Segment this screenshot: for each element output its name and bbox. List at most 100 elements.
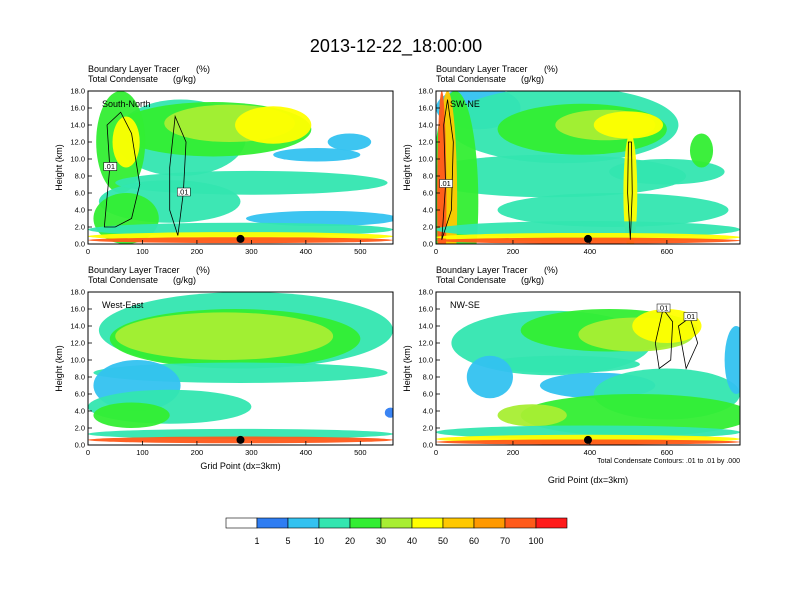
location-marker <box>236 234 245 243</box>
colorbar-swatch <box>256 517 289 529</box>
panel-4-plot: .01 .01 NW-SE 0 200 400 600 0.0 2.0 4.0 6.0 8.0 10.0… <box>402 288 741 485</box>
panel-2-plot: .01 SW-NE 0 200 400 600 0.0 2.0 4.0 6.0 8.0 10.0 12.… <box>402 87 741 256</box>
contour-label-box <box>439 179 453 188</box>
x-tick-label: 500 <box>354 448 367 457</box>
x-tick-label: 200 <box>507 448 520 457</box>
x-axis-label: Grid Point (dx=3km) <box>548 475 628 485</box>
y-tick-label: 18.0 <box>418 87 433 96</box>
colorbar-swatch <box>225 517 258 529</box>
y-tick-label: 18.0 <box>70 87 85 96</box>
tracer-region <box>724 326 740 394</box>
panel-south-north: Boundary Layer Tracer (%) Total Condensa… <box>54 64 394 256</box>
panel-4-subtitle-1: Boundary Layer Tracer <box>436 265 528 275</box>
tracer-region <box>115 312 334 361</box>
contour-label: .01 <box>685 312 695 321</box>
panel-3-plot: West-East 0 100 200 300 400 500 0.0 2.0 4.0 6.0 8.0… <box>54 288 394 471</box>
x-axis-label: Grid Point (dx=3km) <box>200 461 280 471</box>
panel-label: SW-NE <box>450 99 480 109</box>
x-tick-label: 0 <box>86 448 90 457</box>
y-tick-label: 10.0 <box>70 356 85 365</box>
panel-label: West-East <box>102 300 144 310</box>
colorbar-label: 100 <box>528 536 543 546</box>
x-tick-label: 600 <box>661 448 674 457</box>
x-tick-label: 0 <box>434 247 438 256</box>
colorbar-label: 20 <box>345 536 355 546</box>
colorbar-label: 40 <box>407 536 417 546</box>
colorbar-swatch <box>287 517 320 529</box>
tracer-field: .01.01.01 <box>88 91 393 244</box>
y-tick-label: 8.0 <box>423 373 433 382</box>
panel-3-subtitle-unit-1: (%) <box>196 265 210 275</box>
y-tick-label: 6.0 <box>423 390 433 399</box>
panel-1-subtitle-1: Boundary Layer Tracer <box>88 64 180 74</box>
panel-4-subtitle-2: Total Condensate <box>436 275 506 285</box>
y-tick-label: 0.0 <box>75 240 85 249</box>
panel-2-subtitle-1: Boundary Layer Tracer <box>436 64 528 74</box>
contour-label: .01 <box>658 304 668 313</box>
y-tick-label: 14.0 <box>418 322 433 331</box>
y-tick-label: 12.0 <box>70 339 85 348</box>
y-tick-label: 12.0 <box>418 138 433 147</box>
condensate-contour <box>627 141 633 240</box>
y-tick-label: 14.0 <box>418 121 433 130</box>
y-tick-label: 10.0 <box>70 155 85 164</box>
tracer-region <box>235 106 312 144</box>
y-tick-label: 14.0 <box>70 322 85 331</box>
location-marker <box>236 435 245 444</box>
figure-title: 2013-12-22_18:00:00 <box>310 36 482 57</box>
plot-frame <box>87 90 394 245</box>
contour-note: Total Condensate Contours: .01 to .01 by… <box>597 458 740 465</box>
colorbar-swatch <box>473 517 506 529</box>
colorbar-swatch <box>411 517 444 529</box>
colorbar-label: 5 <box>285 536 290 546</box>
y-tick-label: 10.0 <box>418 155 433 164</box>
contour-label: .01 <box>178 188 188 197</box>
contour-label-box <box>683 312 698 321</box>
panel-nw-se: Boundary Layer Tracer (%) Total Condensa… <box>402 265 741 485</box>
tracer-region <box>273 147 361 162</box>
colorbar-label: 10 <box>314 536 324 546</box>
panel-label: South-North <box>102 99 151 109</box>
tracer-region <box>384 407 393 418</box>
y-tick-label: 4.0 <box>423 407 433 416</box>
y-tick-label: 2.0 <box>75 223 85 232</box>
colorbar-label: 1 <box>254 536 259 546</box>
x-tick-label: 400 <box>300 247 313 256</box>
y-tick-label: 2.0 <box>423 424 433 433</box>
contour-label: .01 <box>440 179 450 188</box>
y-tick-label: 16.0 <box>70 104 85 113</box>
tracer-region <box>689 133 714 168</box>
y-axis-label: Height (km) <box>54 345 64 392</box>
tracer-region <box>327 133 372 151</box>
colorbar-label: 70 <box>500 536 510 546</box>
y-tick-label: 16.0 <box>418 104 433 113</box>
tracer-region <box>245 210 393 227</box>
panel-3-subtitle-unit-2: (g/kg) <box>173 275 196 285</box>
x-tick-label: 100 <box>136 448 149 457</box>
plot-frame <box>435 291 741 446</box>
panel-1-subtitle-unit-1: (%) <box>196 64 210 74</box>
tracer-region <box>486 355 640 373</box>
tracer-region <box>497 404 567 427</box>
y-tick-label: 2.0 <box>423 223 433 232</box>
colorbar-swatch <box>318 517 351 529</box>
y-tick-label: 10.0 <box>418 356 433 365</box>
tracer-region <box>497 193 729 227</box>
location-marker <box>584 435 592 444</box>
x-tick-label: 300 <box>245 448 258 457</box>
colorbar-swatch <box>380 517 413 529</box>
tracer-region <box>609 159 725 185</box>
y-tick-label: 8.0 <box>423 172 433 181</box>
colorbar-swatch <box>349 517 382 529</box>
colorbar: 1 5 10 20 30 40 50 60 70 100 <box>225 517 568 546</box>
x-tick-label: 0 <box>434 448 438 457</box>
panel-1-plot: .01.01.01South-North01002003004005000.02… <box>54 87 394 256</box>
tracer-region <box>466 355 513 399</box>
panel-3-subtitle-1: Boundary Layer Tracer <box>88 265 180 275</box>
panel-4-subtitle-unit-1: (%) <box>544 265 558 275</box>
colorbar-swatch <box>504 517 537 529</box>
y-tick-label: 8.0 <box>75 373 85 382</box>
y-tick-label: 2.0 <box>75 424 85 433</box>
condensate-contour <box>654 308 674 370</box>
x-tick-label: 200 <box>191 448 204 457</box>
